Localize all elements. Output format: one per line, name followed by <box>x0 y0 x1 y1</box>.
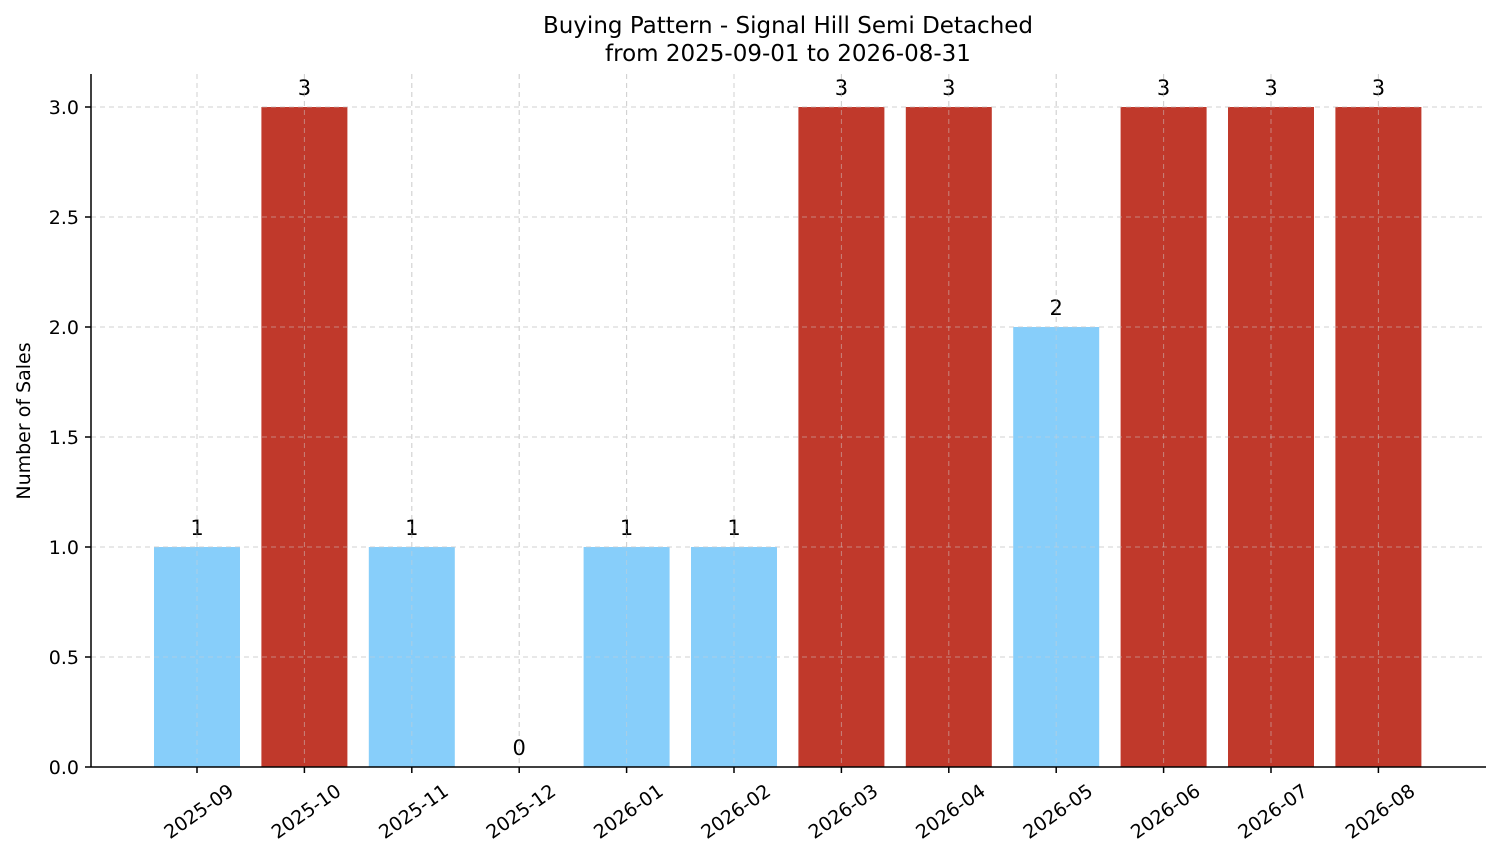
y-tick-label: 2.5 <box>49 207 79 229</box>
chart-title: Buying Pattern - Signal Hill Semi Detach… <box>543 13 1033 39</box>
y-tick-label: 1.0 <box>49 537 79 559</box>
y-tick-label: 0.5 <box>49 647 79 669</box>
y-tick-label: 0.0 <box>49 757 79 779</box>
chart-subtitle: from 2025-09-01 to 2026-08-31 <box>605 41 971 67</box>
x-tick-label: 2026-02 <box>697 780 775 844</box>
x-tick-label: 2026-01 <box>590 780 668 844</box>
x-tick-label: 2026-06 <box>1127 780 1205 844</box>
x-tick-label: 2025-11 <box>375 780 453 844</box>
y-tick-label: 1.5 <box>49 427 79 449</box>
x-tick-label: 2025-09 <box>160 780 238 844</box>
y-axis-label: Number of Sales <box>13 342 35 499</box>
x-tick-label: 2025-12 <box>482 780 560 844</box>
x-tick-label: 2025-10 <box>268 780 346 844</box>
data-label: 0 <box>513 736 526 760</box>
x-tick-label: 2026-03 <box>805 780 883 844</box>
bar <box>154 547 240 767</box>
x-tick-label: 2026-07 <box>1234 780 1312 844</box>
axes-layer <box>90 74 1486 768</box>
x-tick-label: 2026-05 <box>1019 780 1097 844</box>
x-tick-label: 2026-08 <box>1342 780 1420 844</box>
x-tick-label: 2026-04 <box>912 780 990 844</box>
y-tick-label: 3.0 <box>49 97 79 119</box>
y-tick-label: 2.0 <box>49 317 79 339</box>
